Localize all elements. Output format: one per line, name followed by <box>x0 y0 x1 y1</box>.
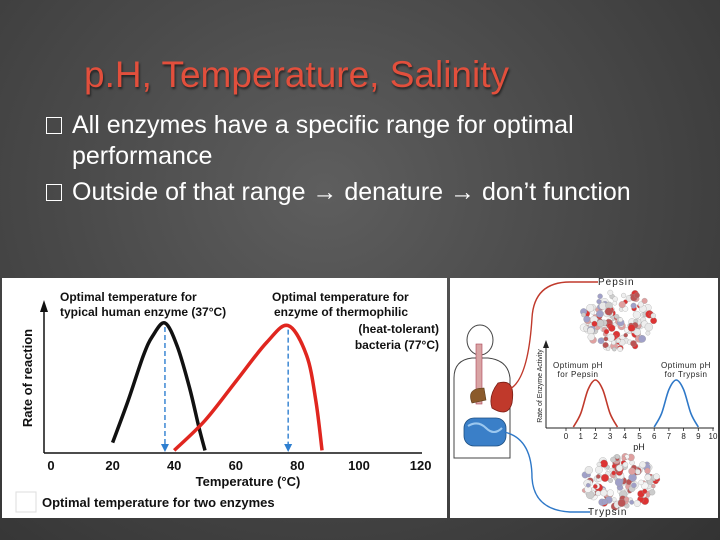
temperature-figure: Optimal temperature for typical human en… <box>2 278 447 518</box>
bullet-item: All enzymes have a specific range for op… <box>46 110 686 172</box>
x-tick-label: 60 <box>229 458 243 473</box>
optimum-trypsin-line2: for Trypsin <box>665 370 708 379</box>
digestive-system-illustration <box>453 324 514 459</box>
figure-caption: Optimal temperature for two enzymes <box>42 495 275 510</box>
y-axis-label: Rate of reaction <box>20 329 35 427</box>
x-tick-label: 120 <box>410 458 432 473</box>
x-tick-labels: 0 20 40 60 80 100 120 <box>47 458 431 473</box>
x-tick-label: 2 <box>593 432 598 441</box>
series-line <box>110 321 207 451</box>
trypsin-connector <box>503 431 590 513</box>
optimum-pepsin-line2: for Pepsin <box>557 370 598 379</box>
caption-marker <box>15 491 37 513</box>
ph-curves <box>572 379 700 428</box>
optimum-pepsin-line1: Optimum pH <box>553 361 603 370</box>
trypsin-label: Trypsin <box>588 507 627 518</box>
pepsin-label: Pepsin <box>598 278 635 288</box>
optimum-trypsin-line1: Optimum pH <box>661 361 711 370</box>
annotation-human-line2: typical human enzyme (37°C) <box>60 305 226 319</box>
bullet-box-icon <box>46 117 62 134</box>
inset-x-tick-labels: 0 1 2 3 4 5 6 7 8 9 10 <box>564 428 718 441</box>
x-tick-label: 0 <box>564 432 569 441</box>
annotation-thermo-line3: (heat-tolerant) <box>358 322 439 336</box>
annotation-thermo-line2: enzyme of thermophilic <box>274 305 408 319</box>
x-tick-label: 1 <box>578 432 583 441</box>
optimum-arrow-icon <box>160 444 169 452</box>
x-tick-label: 3 <box>608 432 613 441</box>
x-tick-label: 0 <box>47 458 54 473</box>
ph-illustration: Pepsin Trypsin Rate of Enzyme Activity p… <box>453 277 718 518</box>
x-tick-label: 20 <box>105 458 119 473</box>
optimum-arrow-icon <box>284 444 293 452</box>
x-tick-label: 8 <box>681 432 686 441</box>
series-line <box>572 379 619 428</box>
pepsin-molecule-icon <box>579 289 657 352</box>
slide-title: p.H, Temperature, Salinity <box>84 54 510 95</box>
ph-figure: Pepsin Trypsin Rate of Enzyme Activity p… <box>450 277 718 518</box>
x-tick-label: 5 <box>637 432 642 441</box>
x-tick-label: 9 <box>696 432 701 441</box>
inset-x-label: pH <box>633 442 645 452</box>
trypsin-molecule-icon <box>581 453 661 511</box>
inset-y-arrow-icon <box>543 340 549 348</box>
temperature-chart: Optimal temperature for typical human en… <box>15 290 439 513</box>
bullet-item: Outside of that range → denature → don’t… <box>46 177 686 208</box>
annotation-human-line1: Optimal temperature for <box>60 290 197 304</box>
series-line <box>172 323 324 452</box>
y-axis-arrow-icon <box>40 300 48 312</box>
inset-y-label: Rate of Enzyme Activity <box>537 349 544 423</box>
bullet-text: All enzymes have a specific range for op… <box>72 111 574 170</box>
bullet-list: All enzymes have a specific range for op… <box>46 110 686 213</box>
bullet-box-icon <box>46 184 62 201</box>
x-tick-label: 4 <box>623 432 628 441</box>
x-tick-label: 80 <box>290 458 304 473</box>
x-tick-label: 100 <box>348 458 370 473</box>
x-tick-label: 6 <box>652 432 657 441</box>
series-line <box>653 379 700 428</box>
x-tick-label: 7 <box>667 432 672 441</box>
x-tick-label: 40 <box>167 458 181 473</box>
bullet-text: Outside of that range → denature → don’t… <box>72 178 631 206</box>
x-tick-label: 10 <box>709 432 718 441</box>
annotation-thermo-line1: Optimal temperature for <box>272 290 409 304</box>
x-axis-label: Temperature (°C) <box>196 474 301 489</box>
annotation-thermo-line4: bacteria (77°C) <box>355 338 439 352</box>
pepsin-connector <box>507 281 598 391</box>
temperature-curves <box>110 321 324 452</box>
